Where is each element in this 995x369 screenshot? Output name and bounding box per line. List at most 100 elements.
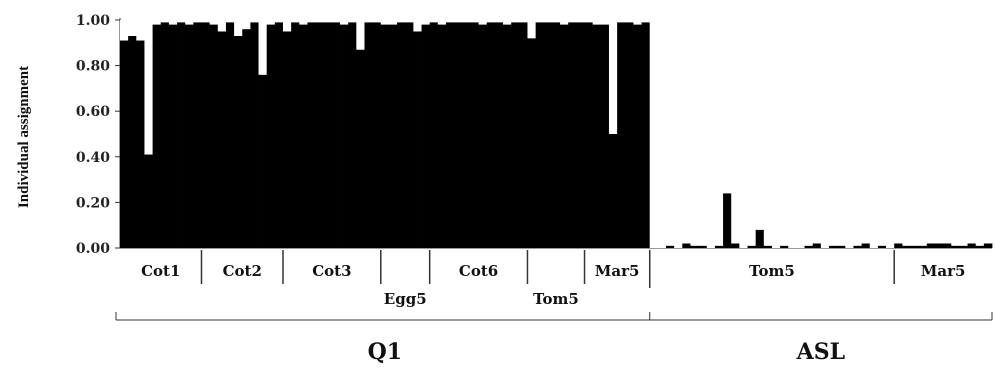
- bar-cluster-2: [551, 20, 561, 23]
- bar-cluster-1: [380, 24, 390, 249]
- bar-cluster-1: [364, 22, 374, 249]
- bar-cluster-2: [820, 20, 830, 248]
- bar-cluster-1: [209, 24, 219, 249]
- bar-cluster-2: [910, 20, 920, 246]
- bar-cluster-2: [120, 20, 129, 41]
- y-tick-label: 0.80: [76, 59, 110, 75]
- bar-cluster-1: [307, 22, 316, 249]
- bar-cluster-2: [445, 20, 455, 23]
- bar-cluster-2: [494, 20, 504, 23]
- bar-cluster-2: [266, 20, 276, 25]
- bar-cluster-1: [266, 24, 276, 249]
- bar-cluster-1: [462, 22, 471, 249]
- bar-cluster-2: [739, 20, 748, 248]
- bar-cluster-2: [535, 20, 545, 23]
- bar-cluster-1: [185, 24, 194, 249]
- bar-cluster-2: [543, 20, 553, 23]
- group-label: Q1: [368, 339, 402, 365]
- bar-cluster-1: [723, 193, 732, 248]
- bar-cluster-1: [617, 22, 626, 249]
- bar-cluster-1: [641, 22, 651, 249]
- bar-cluster-2: [829, 20, 838, 246]
- bar-cluster-2: [951, 20, 960, 246]
- bar-cluster-2: [617, 20, 626, 23]
- assignment-bars: [120, 20, 993, 249]
- bar-cluster-2: [934, 20, 944, 244]
- bar-cluster-1: [405, 22, 414, 249]
- bar-cluster-2: [690, 20, 700, 246]
- bar-cluster-2: [983, 20, 993, 244]
- bar-cluster-2: [152, 20, 162, 25]
- bar-cluster-1: [731, 243, 740, 248]
- bar-cluster-2: [747, 20, 757, 246]
- bar-cluster-1: [584, 22, 594, 249]
- bar-cluster-1: [983, 243, 993, 248]
- bar-cluster-1: [274, 22, 284, 249]
- bar-cluster-2: [511, 20, 520, 23]
- bar-cluster-1: [193, 22, 202, 249]
- bar-cluster-2: [274, 20, 284, 23]
- bar-cluster-2: [128, 20, 137, 36]
- bar-cluster-2: [780, 20, 789, 246]
- bar-cluster-2: [886, 20, 895, 248]
- bar-cluster-1: [975, 245, 985, 248]
- bar-cluster-2: [372, 20, 382, 23]
- bar-cluster-1: [331, 22, 341, 249]
- bar-cluster-1: [177, 22, 186, 249]
- bar-cluster-1: [120, 40, 129, 248]
- bar-cluster-2: [723, 20, 732, 194]
- bar-cluster-2: [454, 20, 463, 23]
- population-label: Cot1: [141, 262, 180, 280]
- bar-cluster-1: [340, 24, 349, 249]
- bar-cluster-2: [902, 20, 911, 246]
- bar-cluster-1: [315, 22, 325, 249]
- bar-cluster-2: [340, 20, 349, 25]
- bar-cluster-2: [282, 20, 292, 32]
- population-label: Mar5: [921, 262, 966, 280]
- bar-cluster-2: [413, 20, 422, 32]
- bar-cluster-1: [967, 243, 977, 248]
- bar-cluster-2: [527, 20, 537, 39]
- bar-cluster-2: [201, 20, 211, 23]
- bar-cluster-1: [168, 24, 178, 249]
- bar-cluster-2: [796, 20, 805, 248]
- bar-cluster-2: [975, 20, 985, 246]
- bar-cluster-1: [356, 49, 365, 248]
- bar-cluster-1: [242, 29, 251, 249]
- bar-cluster-1: [511, 22, 520, 249]
- bar-cluster-1: [258, 74, 268, 248]
- bar-cluster-2: [323, 20, 333, 23]
- bar-cluster-2: [608, 20, 618, 134]
- bar-cluster-1: [323, 22, 333, 249]
- bar-cluster-1: [543, 22, 553, 249]
- bar-cluster-1: [877, 245, 887, 248]
- bar-cluster-1: [934, 243, 944, 248]
- bar-cluster-2: [437, 20, 447, 25]
- bar-cluster-1: [666, 245, 675, 248]
- bar-cluster-1: [812, 243, 822, 248]
- bar-cluster-1: [926, 243, 936, 248]
- bar-cluster-1: [128, 35, 137, 249]
- bar-cluster-2: [291, 20, 300, 23]
- bar-cluster-2: [242, 20, 251, 30]
- bar-cluster-2: [763, 20, 773, 246]
- population-label: Mar5: [595, 262, 640, 280]
- bar-cluster-2: [168, 20, 178, 25]
- population-label: Egg5: [384, 290, 427, 308]
- bar-cluster-1: [943, 243, 952, 248]
- bar-cluster-1: [397, 22, 406, 249]
- bar-cluster-2: [633, 20, 642, 25]
- bar-cluster-1: [535, 22, 545, 249]
- bar-cluster-1: [437, 24, 447, 249]
- bar-cluster-1: [625, 22, 634, 249]
- bar-cluster-2: [429, 20, 439, 23]
- bar-cluster-1: [755, 229, 765, 248]
- bar-cluster-1: [421, 24, 431, 249]
- bar-cluster-2: [967, 20, 977, 244]
- bar-cluster-1: [959, 245, 968, 248]
- bar-cluster-2: [926, 20, 936, 244]
- bar-cluster-2: [771, 20, 781, 248]
- bar-cluster-2: [234, 20, 243, 36]
- bar-cluster-2: [160, 20, 170, 23]
